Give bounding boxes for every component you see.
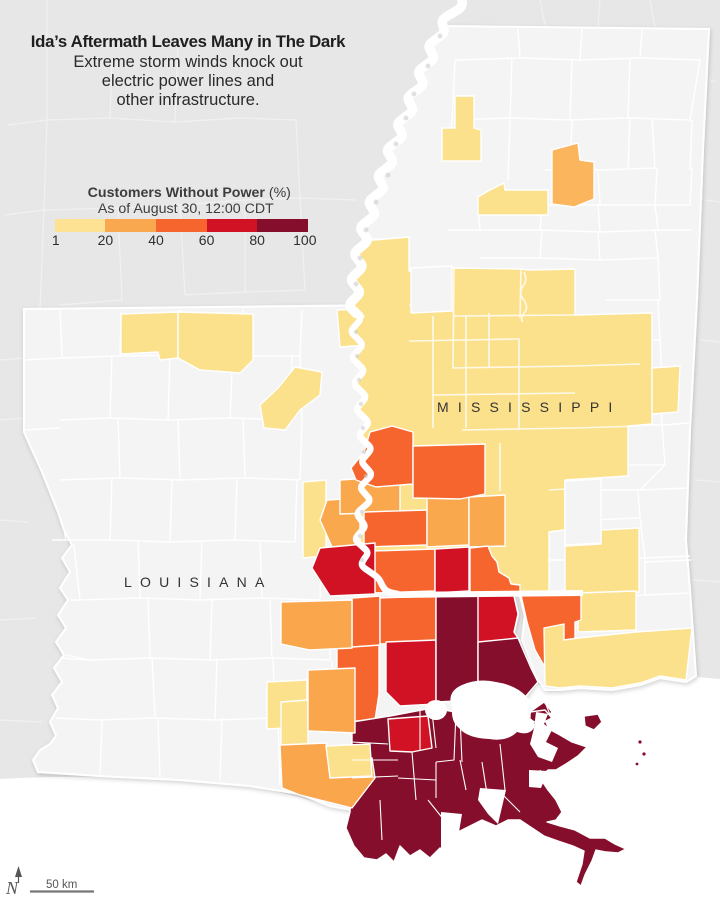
svg-text:50 km: 50 km — [46, 879, 77, 891]
svg-text:N: N — [5, 878, 19, 898]
svg-text:MISSISSIPPI: MISSISSIPPI — [437, 399, 621, 415]
svg-text:LOUISIANA: LOUISIANA — [124, 574, 273, 590]
